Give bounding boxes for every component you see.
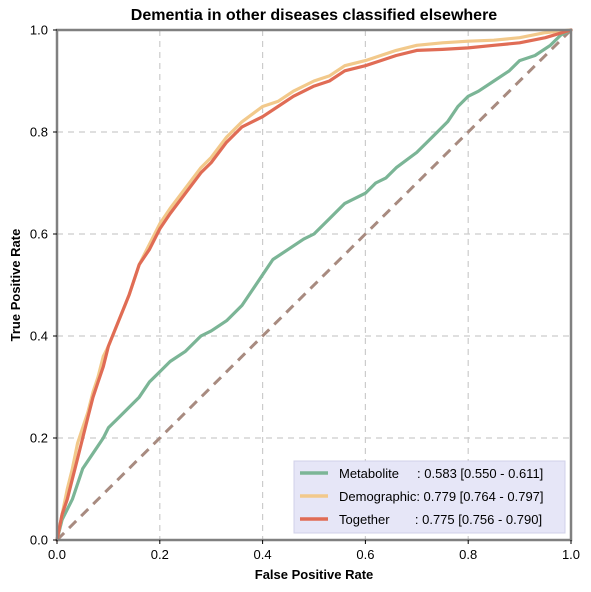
legend: Metabolite : 0.583 [0.550 - 0.611] Demogr… bbox=[293, 460, 566, 534]
x-tick-label: 1.0 bbox=[562, 547, 580, 562]
x-axis-label: False Positive Rate bbox=[255, 567, 374, 582]
y-axis-ticks: 0.0 0.2 0.4 0.6 0.8 1.0 bbox=[30, 23, 57, 548]
diagonal-line bbox=[55, 28, 573, 542]
y-tick-label: 0.2 bbox=[30, 431, 48, 446]
x-tick-label: 0.4 bbox=[254, 547, 272, 562]
chart-title: Dementia in other diseases classified el… bbox=[131, 7, 497, 24]
x-tick-label: 0.0 bbox=[48, 547, 66, 562]
diagonal-reference-line bbox=[55, 28, 573, 542]
x-tick-label: 0.6 bbox=[356, 547, 374, 562]
y-tick-label: 1.0 bbox=[30, 23, 48, 38]
x-tick-label: 0.2 bbox=[151, 547, 169, 562]
plot-frame bbox=[55, 28, 573, 542]
y-tick-label: 0.6 bbox=[30, 227, 48, 242]
series-lines bbox=[55, 28, 573, 542]
y-axis-label: True Positive Rate bbox=[8, 229, 23, 342]
y-tick-label: 0.4 bbox=[30, 329, 48, 344]
legend-label-demographic: Demographic: 0.779 [0.764 - 0.797] bbox=[339, 489, 544, 504]
legend-label-metabolite: Metabolite : 0.583 [0.550 - 0.611] bbox=[339, 466, 543, 481]
series-line-together bbox=[55, 28, 573, 542]
y-tick-label: 0.0 bbox=[30, 533, 48, 548]
legend-label-together: Together : 0.775 [0.756 - 0.790] bbox=[339, 512, 542, 527]
x-axis-ticks: 0.0 0.2 0.4 0.6 0.8 1.0 bbox=[48, 540, 580, 562]
legend-box bbox=[293, 460, 566, 534]
series-line-metabolite bbox=[55, 28, 573, 542]
y-tick-label: 0.8 bbox=[30, 125, 48, 140]
x-tick-label: 0.8 bbox=[459, 547, 477, 562]
